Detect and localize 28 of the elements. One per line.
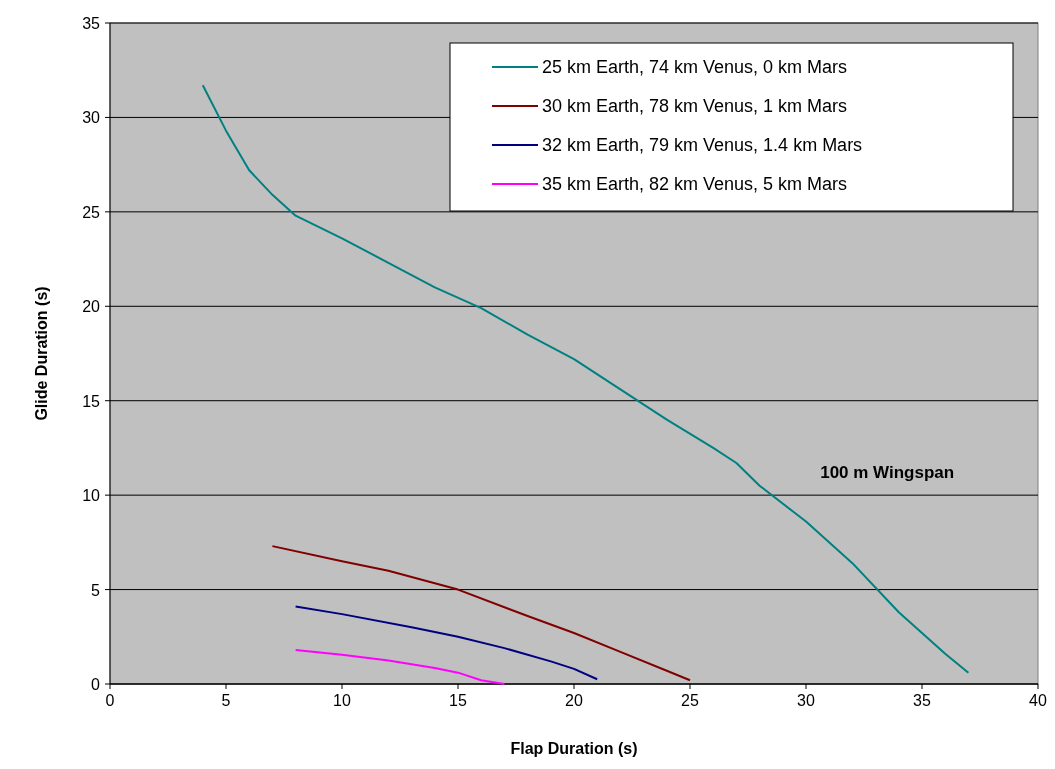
line-series xyxy=(294,649,506,685)
x-tick-label: 25 xyxy=(681,692,699,709)
x-tick-label: 40 xyxy=(1029,692,1047,709)
y-tick-label: 25 xyxy=(82,203,101,221)
y-axis-title: Glide Duration (s) xyxy=(33,286,50,421)
legend-label: 35 km Earth, 82 km Venus, 5 km Mars xyxy=(542,174,848,194)
x-tick-label: 30 xyxy=(797,692,815,709)
legend-label: 30 km Earth, 78 km Venus, 1 km Mars xyxy=(542,96,848,116)
y-tick-label: 30 xyxy=(82,109,101,127)
x-tick-label: 20 xyxy=(565,692,583,709)
annotation: 100 m Wingspan xyxy=(820,463,955,483)
y-tick-label: 0 xyxy=(91,676,101,693)
y-tick-label: 15 xyxy=(82,392,101,410)
legend-label: 32 km Earth, 79 km Venus, 1.4 km Mars xyxy=(542,135,863,155)
x-tick-label: 0 xyxy=(105,692,115,709)
line-series xyxy=(201,84,970,674)
y-tick-label: 5 xyxy=(91,581,101,599)
y-tick-label: 35 xyxy=(82,15,101,32)
x-tick-label: 5 xyxy=(221,692,231,709)
y-tick-label: 20 xyxy=(82,298,101,316)
line-series xyxy=(271,545,691,682)
x-axis-title: Flap Duration (s) xyxy=(510,740,638,757)
y-tick-label: 10 xyxy=(82,487,101,505)
x-tick-label: 10 xyxy=(333,692,351,709)
line-series xyxy=(294,605,599,681)
x-tick-label: 35 xyxy=(913,692,931,709)
x-tick-label: 15 xyxy=(449,692,467,709)
legend-label: 25 km Earth, 74 km Venus, 0 km Mars xyxy=(542,57,848,77)
